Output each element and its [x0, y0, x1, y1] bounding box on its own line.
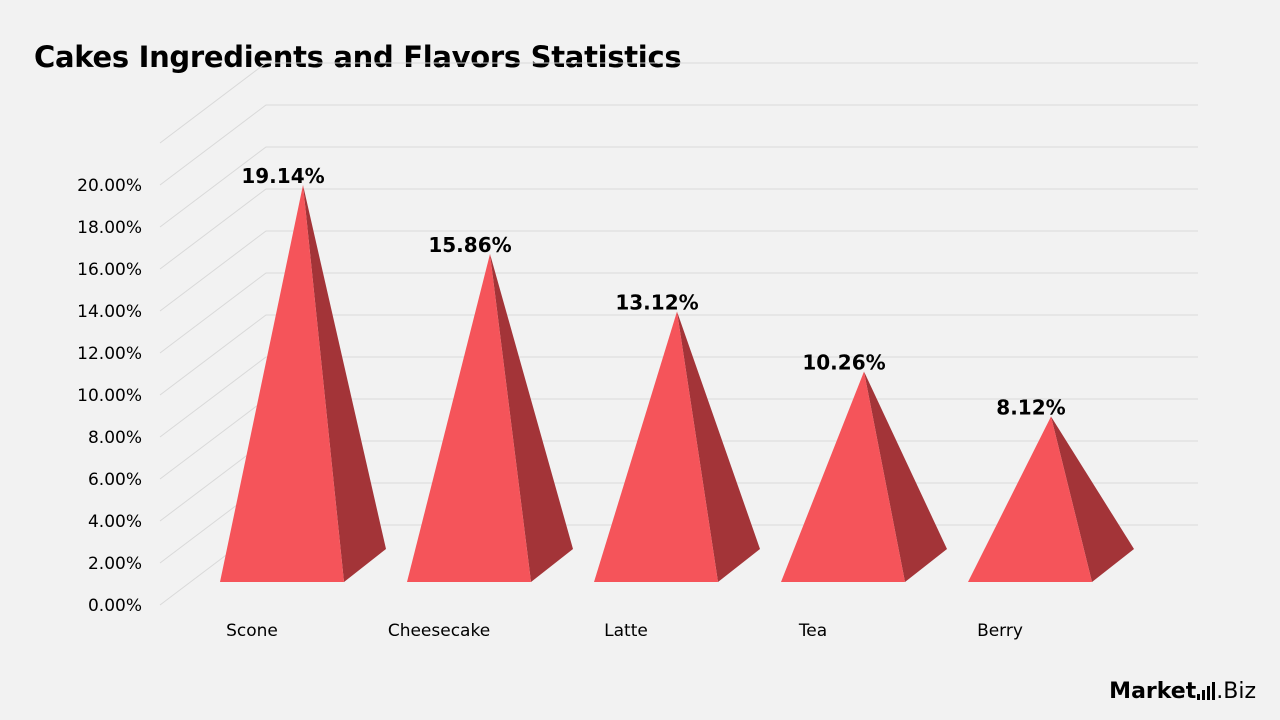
data-label: 19.14%: [241, 164, 324, 188]
data-label: 8.12%: [996, 395, 1065, 419]
pyramid-bar: [968, 416, 1092, 582]
y-tick-label: 18.00%: [77, 218, 142, 238]
y-tick-label: 16.00%: [77, 260, 142, 280]
gridline: [159, 272, 1198, 354]
y-tick-label: 12.00%: [77, 344, 142, 364]
brand-logo: Market .Biz: [1109, 679, 1256, 704]
gridline: [159, 146, 1198, 228]
y-tick-label: 10.00%: [77, 386, 142, 406]
gridline: [159, 314, 1198, 396]
pyramid-side: [303, 185, 386, 582]
y-tick-label: 14.00%: [77, 302, 142, 322]
y-tick-label: 6.00%: [88, 470, 142, 490]
pyramid-side: [864, 371, 947, 582]
y-tick-label: 2.00%: [88, 554, 142, 574]
brand-bars-icon: [1197, 682, 1216, 700]
x-category-label: Latte: [604, 621, 648, 641]
pyramid-side: [1051, 416, 1134, 582]
gridline: [159, 356, 1198, 438]
pyramid-bar: [407, 253, 531, 582]
x-category-label: Cheesecake: [388, 621, 490, 641]
gridline: [159, 230, 1198, 312]
x-category-label: Scone: [226, 621, 278, 641]
chart-title: Cakes Ingredients and Flavors Statistics: [34, 40, 682, 74]
brand-name-part1: Market: [1109, 679, 1197, 704]
y-tick-label: 0.00%: [88, 596, 142, 616]
data-label: 13.12%: [615, 290, 698, 314]
data-label: 15.86%: [428, 233, 511, 257]
y-tick-label: 8.00%: [88, 428, 142, 448]
y-tick-label: 20.00%: [77, 176, 142, 196]
pyramid-bar: [781, 371, 905, 582]
data-label: 10.26%: [802, 351, 885, 375]
x-category-label: Tea: [798, 621, 827, 641]
pyramid-side: [490, 253, 573, 582]
pyramid-bar: [594, 311, 718, 582]
pyramid-bar: [220, 185, 344, 582]
gridline: [159, 104, 1198, 186]
gridline: [159, 188, 1198, 270]
x-category-label: Berry: [977, 621, 1023, 641]
gridline: [159, 62, 1198, 144]
brand-name-part2: .Biz: [1216, 679, 1256, 704]
y-tick-label: 4.00%: [88, 512, 142, 532]
pyramid-side: [677, 311, 760, 582]
